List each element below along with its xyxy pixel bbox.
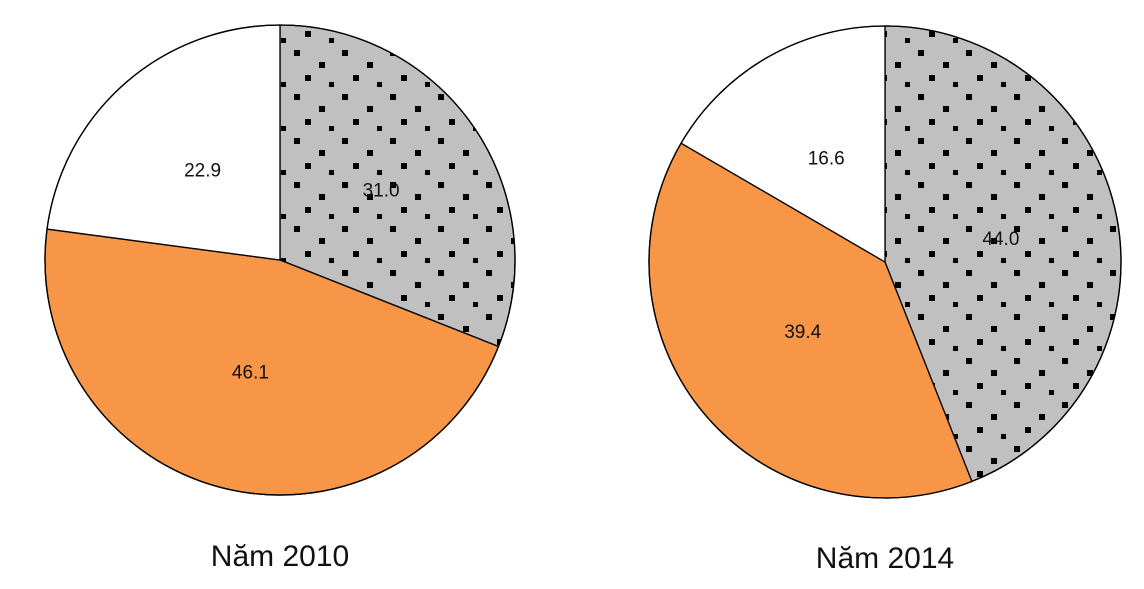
pie-title: Năm 2014 <box>816 542 954 575</box>
pie-chart-2010: 31.0 46.1 22.9 Năm 2010 <box>44 24 516 573</box>
pie-outline <box>648 25 1122 499</box>
pie-outline <box>44 24 516 496</box>
slice-data-label: 44.0 <box>982 229 1019 250</box>
pie-chart-2014: 44.0 39.4 16.6 Năm 2014 <box>648 25 1122 575</box>
pie-slice <box>46 24 281 261</box>
slice-data-label: 39.4 <box>784 322 821 343</box>
slice-data-label: 22.9 <box>184 161 221 182</box>
slice-data-label: 16.6 <box>808 149 845 170</box>
pie-title: Năm 2010 <box>211 540 349 573</box>
slice-data-label: 31.0 <box>363 180 400 201</box>
slice-data-label: 46.1 <box>232 363 269 384</box>
